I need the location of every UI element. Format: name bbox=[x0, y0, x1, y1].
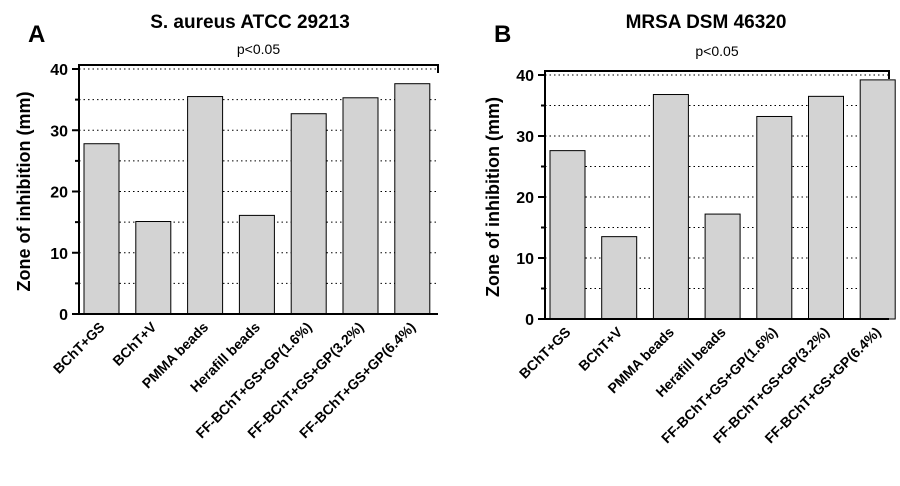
significance-bracket bbox=[78, 64, 439, 73]
x-tick-label: BChT+GS bbox=[516, 324, 574, 382]
bar-4 bbox=[704, 213, 741, 320]
y-tick-label: 40 bbox=[516, 68, 534, 85]
chart-title: MRSA DSM 46320 bbox=[626, 12, 787, 33]
y-tick-label: 0 bbox=[59, 307, 68, 324]
y-tick-label: 10 bbox=[516, 251, 534, 268]
bar-7 bbox=[394, 83, 431, 315]
chart-panel-a: A S. aureus ATCC 29213 0 10 20 30 40 Zone of in… bbox=[14, 12, 439, 441]
y-tick-label: 40 bbox=[50, 62, 68, 79]
bar-6 bbox=[342, 97, 379, 315]
panel-label: A bbox=[28, 21, 45, 48]
bar-2 bbox=[601, 236, 638, 320]
y-tick-label: 0 bbox=[525, 312, 534, 329]
bar-6 bbox=[808, 95, 844, 320]
x-tick-label: BChT+V bbox=[575, 323, 626, 374]
bar-2 bbox=[135, 221, 172, 315]
y-tick-label: 20 bbox=[516, 190, 534, 207]
panel-label: B bbox=[494, 21, 511, 48]
x-tick-label: BChT+GS bbox=[50, 319, 108, 377]
y-axis-label: Zone of inhibition (mm) bbox=[14, 92, 34, 292]
bar-7 bbox=[859, 79, 896, 320]
bar-3 bbox=[187, 96, 224, 315]
x-tick-label: BChT+V bbox=[109, 318, 160, 369]
bar-1 bbox=[549, 150, 586, 320]
y-tick-label: 30 bbox=[50, 123, 68, 140]
chart-title: S. aureus ATCC 29213 bbox=[150, 12, 350, 33]
bar-3 bbox=[652, 94, 689, 320]
bar-5 bbox=[290, 113, 327, 315]
bar-4 bbox=[238, 214, 275, 315]
significance-label: p<0.05 bbox=[237, 41, 280, 57]
bar-5 bbox=[756, 115, 793, 320]
y-tick-label: 20 bbox=[50, 185, 68, 202]
y-tick-label: 30 bbox=[516, 129, 534, 146]
significance-label: p<0.05 bbox=[695, 43, 738, 59]
bar-1 bbox=[83, 143, 120, 315]
y-tick-label: 10 bbox=[50, 246, 68, 263]
chart-panel-b: B MRSA DSM 46320 0 10 20 30 40 Zone of inhibiti… bbox=[483, 12, 896, 446]
significance-bracket bbox=[544, 70, 890, 79]
y-axis-label: Zone of inhibition (mm) bbox=[483, 97, 503, 297]
